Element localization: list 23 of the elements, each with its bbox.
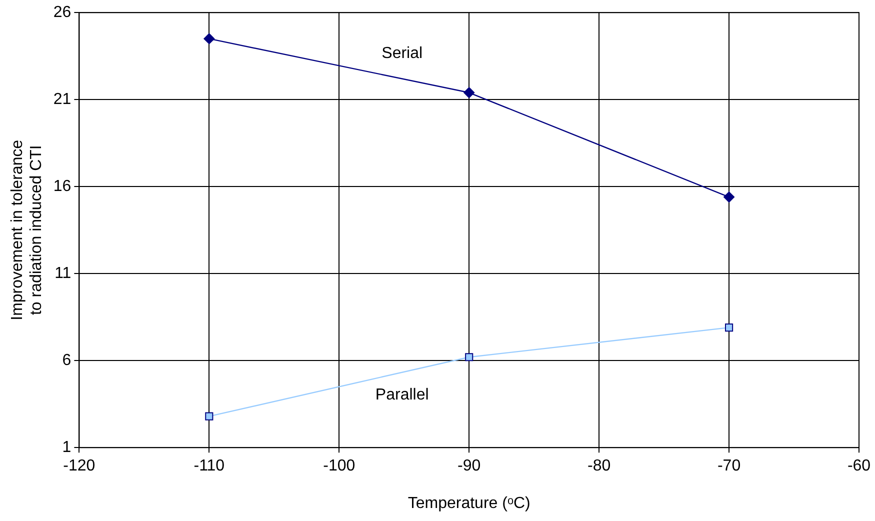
point [464, 87, 475, 98]
y-tick-label: 6 [62, 352, 72, 370]
y-tick-label: 16 [53, 178, 72, 196]
x-tick-label: -90 [458, 458, 481, 475]
x-tick-label: -60 [847, 458, 871, 475]
x-tick-label: -120 [63, 458, 96, 475]
y-tick-label: 21 [53, 91, 72, 108]
x-tick-label: -80 [588, 458, 611, 475]
series-label: Parallel [375, 386, 429, 404]
x-tick-label: -110 [194, 458, 225, 475]
x-tick-label: -100 [323, 458, 356, 475]
point [205, 412, 214, 420]
x-axis-title: Temperature (ᵒC) [408, 494, 530, 512]
series-label: Serial [382, 45, 423, 62]
y-tick-label: 11 [54, 265, 72, 282]
point [725, 324, 734, 332]
x-tick-label: -70 [717, 458, 741, 475]
point [204, 33, 215, 44]
y-tick-label: 26 [53, 4, 72, 22]
y-tick-label: 1 [62, 439, 72, 456]
y-axis-title: Improvement in tolerance to radiation induced CTI [9, 140, 46, 320]
point [724, 192, 735, 203]
point [465, 353, 474, 362]
